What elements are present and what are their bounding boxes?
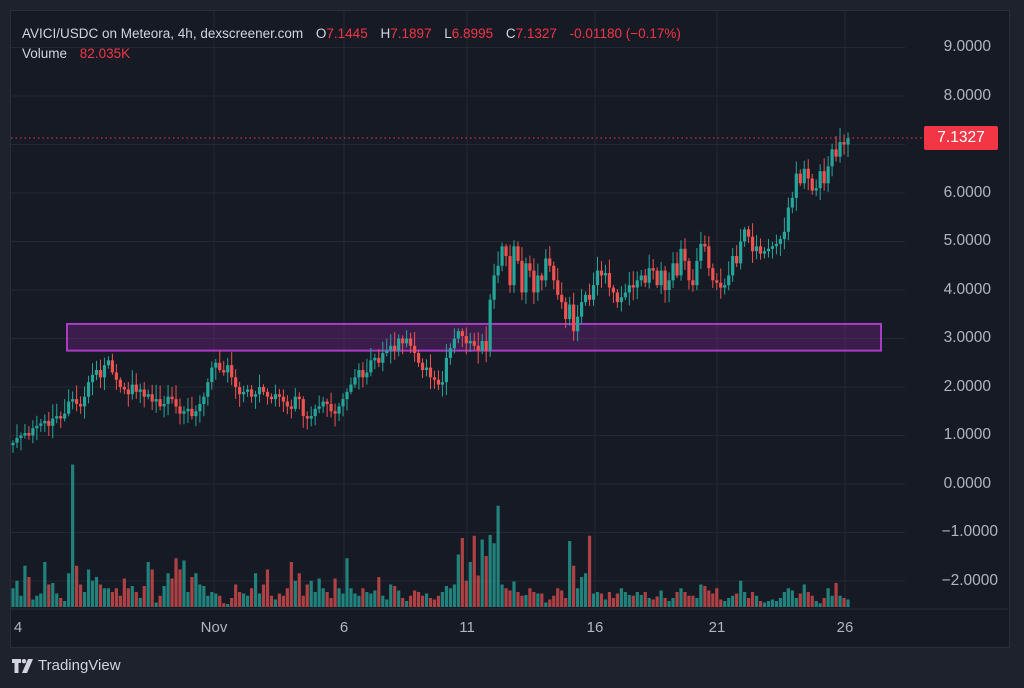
time-tick: 21 (708, 619, 726, 636)
price-tick: −2.0000 (941, 572, 998, 589)
time-tick: 4 (13, 619, 23, 636)
time-tick: 26 (836, 619, 854, 636)
time-tick: 16 (586, 619, 604, 636)
tradingview-label: TradingView (38, 657, 121, 674)
time-tick: 6 (339, 619, 349, 636)
low-label: L (444, 26, 452, 41)
open-label: O (315, 26, 327, 41)
tradingview-logo[interactable]: TradingView (12, 657, 121, 674)
price-tick: 4.0000 (943, 281, 991, 298)
close-label: C (505, 26, 516, 41)
time-tick: Nov (200, 619, 228, 636)
chart-panel[interactable] (10, 10, 1010, 648)
volume-bars (11, 464, 850, 607)
chart-legend: AVICI/USDC on Meteora, 4h, dexscreener.c… (22, 24, 681, 64)
volume-label[interactable]: Volume (22, 46, 68, 61)
last-price-tag: 7.1327 (924, 126, 998, 150)
price-tick: 5.0000 (943, 232, 991, 249)
open-value: 7.1445 (326, 26, 368, 41)
price-tick: 0.0000 (943, 475, 991, 492)
price-tick: 9.0000 (943, 38, 991, 55)
price-tick: 6.0000 (943, 184, 991, 201)
change-value: -0.01180 (−0.17%) (569, 26, 681, 41)
price-tick: 2.0000 (943, 378, 991, 395)
high-value: 7.1897 (390, 26, 432, 41)
price-tick: 1.0000 (943, 426, 991, 443)
price-tick: 3.0000 (943, 329, 991, 346)
tradingview-icon (12, 658, 33, 673)
volume-row: Volume 82.035K (22, 44, 681, 64)
close-value: 7.1327 (515, 26, 557, 41)
candles (11, 127, 850, 453)
price-tick: 8.0000 (943, 87, 991, 104)
low-value: 6.8995 (451, 26, 494, 41)
time-tick: 11 (459, 619, 475, 636)
volume-value: 82.035K (79, 46, 131, 61)
symbol-title[interactable]: AVICI/USDC on Meteora, 4h, dexscreener.c… (22, 26, 304, 41)
ohlc-row: AVICI/USDC on Meteora, 4h, dexscreener.c… (22, 24, 681, 44)
price-tick: −1.0000 (941, 523, 998, 540)
grid (11, 11, 905, 608)
high-label: H (380, 26, 391, 41)
